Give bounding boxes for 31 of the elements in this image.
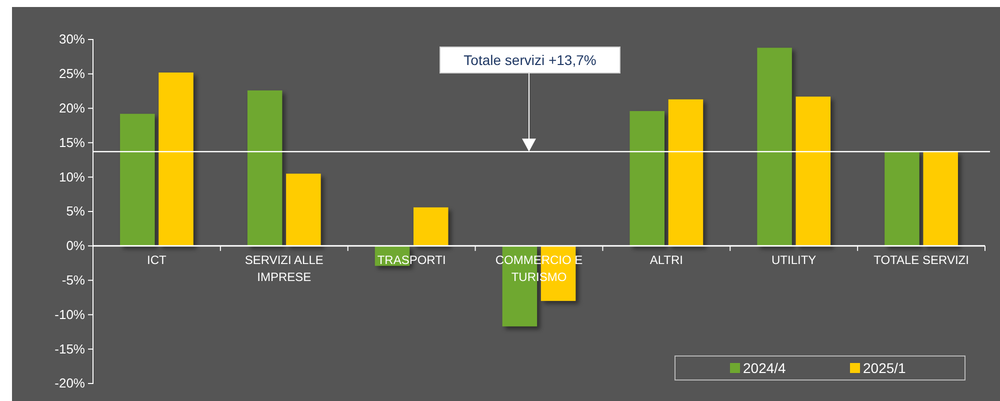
bar [796,96,831,246]
bar [120,114,155,246]
bar [757,48,792,246]
y-tick-label: 5% [66,204,86,219]
x-tick-label: ICT [147,252,168,267]
y-tick-label: 0% [66,238,86,254]
y-tick-label: -15% [54,341,86,356]
x-tick-label: SERVIZI ALLE IMPRESE [244,252,324,284]
bar [668,99,704,246]
bar [923,152,958,246]
x-tick-label: TOTALE SERVIZI [874,252,969,267]
bar [414,207,448,246]
bar [630,111,664,246]
y-tick-label: -20% [54,376,86,391]
y-tick-label: 20% [58,100,86,116]
bar [247,90,282,246]
legend-label: 2025/1 [863,360,906,376]
y-tick-label: 15% [58,134,86,150]
annotation: Totale servizi +13,7% [464,52,596,68]
bar [286,174,321,246]
y-tick-label: 30% [58,32,86,47]
y-tick-label: -10% [54,306,86,322]
y-tick-label: 10% [58,169,86,184]
x-tick-label: UTILITY [772,252,816,267]
legend-label: 2024/4 [743,360,786,376]
bar [158,72,194,246]
y-tick-label: -5% [62,272,86,288]
x-tick-label: TRASPORTI [377,252,446,267]
bar [884,152,920,246]
y-tick-label: 25% [58,66,86,82]
x-tick-label: ALTRI [650,252,683,267]
